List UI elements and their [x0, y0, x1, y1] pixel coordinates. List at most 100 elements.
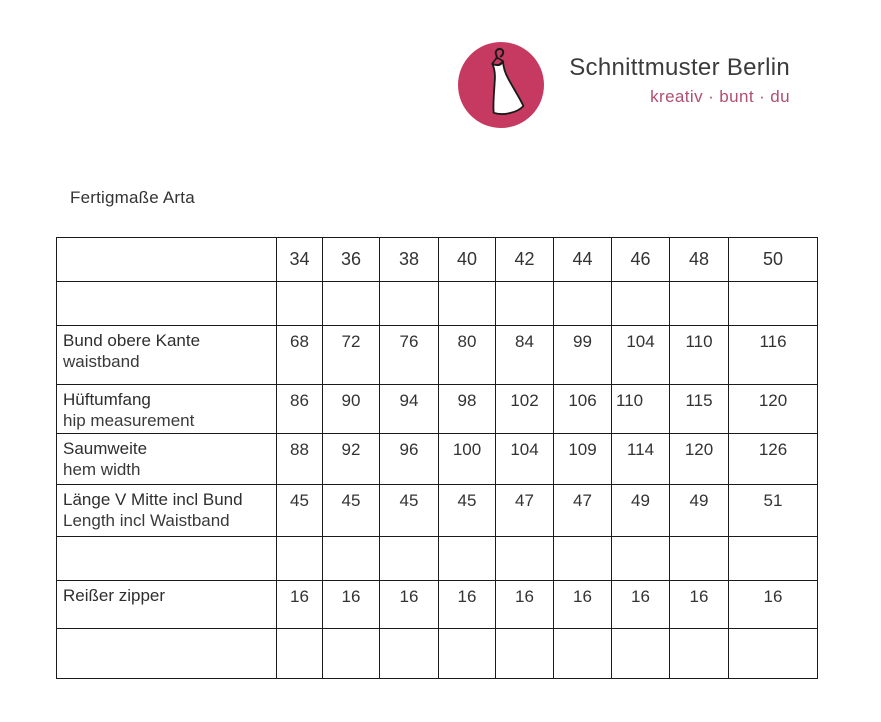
size-col-header: 44 — [553, 237, 612, 282]
cell-value — [438, 628, 496, 680]
cell-value — [276, 281, 323, 326]
table-row: Länge V Mitte incl Bund Length incl Waist… — [56, 484, 818, 538]
cell-value: 47 — [495, 484, 554, 538]
cell-value — [379, 628, 439, 680]
cell-value — [438, 536, 496, 582]
cell-value: 114 — [611, 433, 670, 486]
size-col-header: 40 — [438, 237, 496, 282]
cell-value — [322, 281, 380, 326]
cell-value: 120 — [728, 383, 818, 435]
size-col-header: 46 — [611, 237, 670, 282]
spacer-row — [56, 536, 818, 582]
size-col-header: 50 — [728, 237, 818, 282]
cell-value: 16 — [611, 580, 670, 630]
row-label-de: Hüftumfang — [63, 390, 151, 409]
cell-value: 92 — [322, 433, 380, 486]
cell-value: 100 — [438, 433, 496, 486]
row-label-de: Saumweite — [63, 439, 148, 459]
cell-value: 49 — [611, 484, 670, 538]
cell-value: 72 — [322, 325, 380, 385]
cell-value: 16 — [553, 580, 612, 630]
cell-value: 94 — [379, 383, 439, 435]
page-title: Fertigmaße Arta — [70, 188, 195, 208]
row-label-cell: Saumweite hem width — [56, 433, 277, 486]
cell-value: 120 — [669, 433, 729, 486]
size-col-header: 42 — [495, 237, 554, 282]
cell-value: 76 — [379, 325, 439, 385]
cell-value: 16 — [379, 580, 439, 630]
cell-value — [495, 536, 554, 582]
cell-value: 104 — [495, 433, 554, 486]
cell-value — [379, 281, 439, 326]
row-label-en: Length incl Waistband — [63, 511, 230, 531]
cell-value — [728, 628, 818, 680]
row-label-cell — [56, 536, 277, 582]
cell-value — [495, 281, 554, 326]
cell-value — [669, 536, 729, 582]
measurements-table: 34 36 38 40 42 44 46 48 50 Bund obere Kante waist… — [56, 237, 818, 680]
row-label-cell — [56, 628, 277, 680]
cell-value: 47 — [553, 484, 612, 538]
cell-value: 90 — [322, 383, 380, 435]
cell-value — [669, 281, 729, 326]
cell-value: 102 — [495, 383, 554, 435]
cell-value: 45 — [438, 484, 496, 538]
size-col-header: 36 — [322, 237, 380, 282]
row-label-cell: Bund obere Kante waistband — [56, 325, 277, 385]
cell-value: 16 — [495, 580, 554, 630]
cell-value: 104 — [611, 325, 670, 385]
cell-value — [611, 281, 670, 326]
cell-value: 109 — [553, 433, 612, 486]
cell-value — [322, 536, 380, 582]
spacer-row — [56, 281, 818, 326]
cell-value: 45 — [379, 484, 439, 538]
cell-value: 106 — [553, 383, 612, 435]
dress-on-hanger-icon — [458, 42, 544, 128]
cell-value — [438, 281, 496, 326]
row-label-de: Bund obere Kante — [63, 331, 201, 350]
table-row: Hüftumfang hip measurement 86 90 94 98 102 106 1… — [56, 383, 818, 435]
brand-tagline: kreativ · bunt · du — [650, 87, 790, 106]
cell-value: 88 — [276, 433, 323, 486]
cell-value — [495, 628, 554, 680]
cell-value: 49 — [669, 484, 729, 538]
measurements-body: Bund obere Kante waistband 68 72 76 80 84 99 104… — [56, 281, 818, 680]
cell-value — [322, 628, 380, 680]
cell-value — [611, 536, 670, 582]
cell-value: 98 — [438, 383, 496, 435]
brand-logo — [458, 42, 544, 128]
row-label-en: waistband — [63, 352, 140, 372]
cell-value: 16 — [438, 580, 496, 630]
row-label-de: Länge V Mitte incl Bund — [63, 490, 243, 510]
cell-value — [276, 628, 323, 680]
cell-value: 110 — [669, 325, 729, 385]
cell-value: 126 — [728, 433, 818, 486]
cell-value: 115 — [669, 383, 729, 435]
table-row: Reißer zipper 16 16 16 16 16 16 16 16 16 — [56, 580, 818, 630]
size-header-row: 34 36 38 40 42 44 46 48 50 — [56, 237, 818, 282]
size-col-header: 34 — [276, 237, 323, 282]
row-label-en: hip measurement — [63, 411, 195, 431]
cell-value: 84 — [495, 325, 554, 385]
cell-value: 16 — [276, 580, 323, 630]
cell-value: 116 — [728, 325, 818, 385]
cell-value — [728, 281, 818, 326]
cell-value: 99 — [553, 325, 612, 385]
brand-header: Schnittmuster Berlin kreativ · bunt · du — [458, 42, 790, 130]
cell-value: 45 — [276, 484, 323, 538]
cell-value: 16 — [669, 580, 729, 630]
cell-value: 96 — [379, 433, 439, 486]
cell-value — [728, 536, 818, 582]
cell-value: 51 — [728, 484, 818, 538]
brand-text-block: Schnittmuster Berlin kreativ · bunt · du — [552, 54, 790, 107]
row-label-cell: Reißer zipper — [56, 580, 277, 630]
row-label-en: hem width — [63, 460, 141, 480]
cell-value: 16 — [322, 580, 380, 630]
cell-value: 68 — [276, 325, 323, 385]
cell-value — [553, 536, 612, 582]
size-col-header: 38 — [379, 237, 439, 282]
cell-value: 16 — [728, 580, 818, 630]
row-label-cell: Hüftumfang hip measurement — [56, 383, 277, 435]
cell-value: 45 — [322, 484, 380, 538]
